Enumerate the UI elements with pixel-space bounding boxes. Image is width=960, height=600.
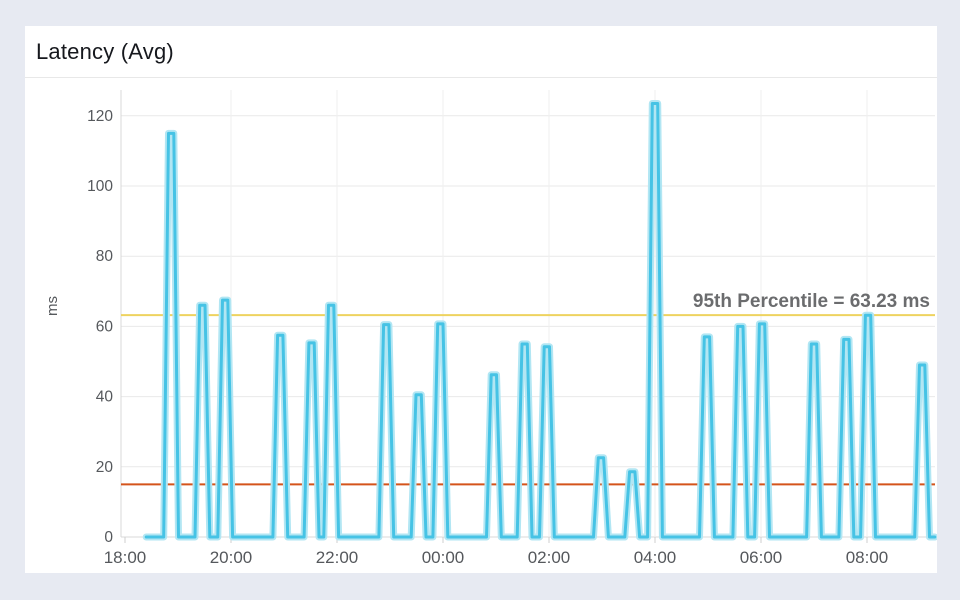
latency-chart-card: Latency (Avg) 0 20 40 60 80 100 120 18:00 20:00 2…: [25, 26, 937, 573]
x-tick-label-20:00: 20:00: [210, 548, 253, 567]
y-axis-labels: 0 20 40 60 80 100 120: [87, 108, 113, 546]
x-tick-label-00:00: 00:00: [422, 548, 465, 567]
y-tick-label-100: 100: [87, 178, 113, 195]
y-tick-label-40: 40: [96, 389, 114, 406]
y-tick-label-120: 120: [87, 108, 113, 125]
latency-series-line: [144, 102, 937, 539]
y-tick-label-60: 60: [96, 318, 114, 335]
x-tick-label-02:00: 02:00: [528, 548, 571, 567]
x-tick-label-18:00: 18:00: [104, 548, 147, 567]
95th-percentile-label: 95th Percentile = 63.23 ms: [693, 291, 930, 312]
chart-title: Latency (Avg): [36, 39, 174, 64]
latency-avg-chart: 0 20 40 60 80 100 120 18:00 20:00 22:00 00:00 02:00…: [44, 90, 937, 567]
y-tick-label-20: 20: [96, 459, 114, 476]
y-axis-title: ms: [44, 296, 61, 316]
y-tick-label-0: 0: [104, 529, 113, 546]
x-tick-label-22:00: 22:00: [316, 548, 359, 567]
title-divider: [25, 77, 937, 78]
x-tick-label-08:00: 08:00: [846, 548, 889, 567]
y-tick-label-80: 80: [96, 248, 114, 265]
x-tick-label-04:00: 04:00: [634, 548, 677, 567]
x-axis-labels: 18:00 20:00 22:00 00:00 02:00 04:00 06:00 08:00: [104, 537, 889, 567]
x-tick-label-06:00: 06:00: [740, 548, 783, 567]
